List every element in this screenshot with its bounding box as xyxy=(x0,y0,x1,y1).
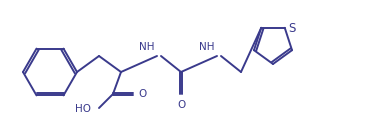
Text: O: O xyxy=(138,89,146,99)
Text: NH: NH xyxy=(139,42,155,52)
Text: NH: NH xyxy=(199,42,215,52)
Text: O: O xyxy=(177,100,185,110)
Text: HO: HO xyxy=(75,104,91,114)
Text: S: S xyxy=(288,22,295,35)
